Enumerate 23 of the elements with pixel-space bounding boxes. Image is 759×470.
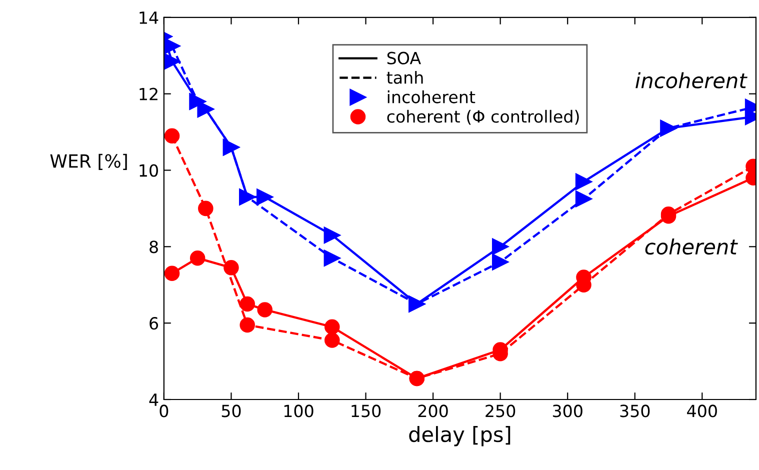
legend-label: incoherent: [388, 90, 476, 104]
legend-label: coherent (Φ controlled): [387, 110, 579, 125]
x-axis-title: delay [ps]: [409, 426, 510, 446]
x-tick-label: 100: [284, 404, 314, 418]
annotation: incoherent: [636, 72, 748, 88]
x-tick-label: 0: [160, 404, 168, 418]
legend-label: SOA: [387, 52, 421, 64]
y-tick-label: 8: [150, 240, 158, 254]
x-tick-label: 300: [552, 404, 582, 418]
x-tick-label: 200: [418, 404, 448, 418]
y-tick-label: 14: [140, 12, 158, 24]
x-tick-label: 50: [222, 404, 241, 418]
y-tick-label: 10: [140, 164, 158, 177]
annotation: coherent: [645, 238, 738, 255]
x-tick-label: 250: [486, 404, 516, 418]
y-axis-title: WER [%]: [50, 154, 127, 170]
x-tick-label: 400: [687, 404, 717, 418]
x-tick-label: 150: [352, 404, 381, 418]
y-tick-label: 4: [149, 394, 158, 406]
y-tick-label: 6: [150, 317, 158, 330]
legend-label: tanh: [386, 70, 423, 84]
y-tick-label: 12: [140, 88, 158, 100]
x-tick-label: 350: [620, 404, 650, 418]
